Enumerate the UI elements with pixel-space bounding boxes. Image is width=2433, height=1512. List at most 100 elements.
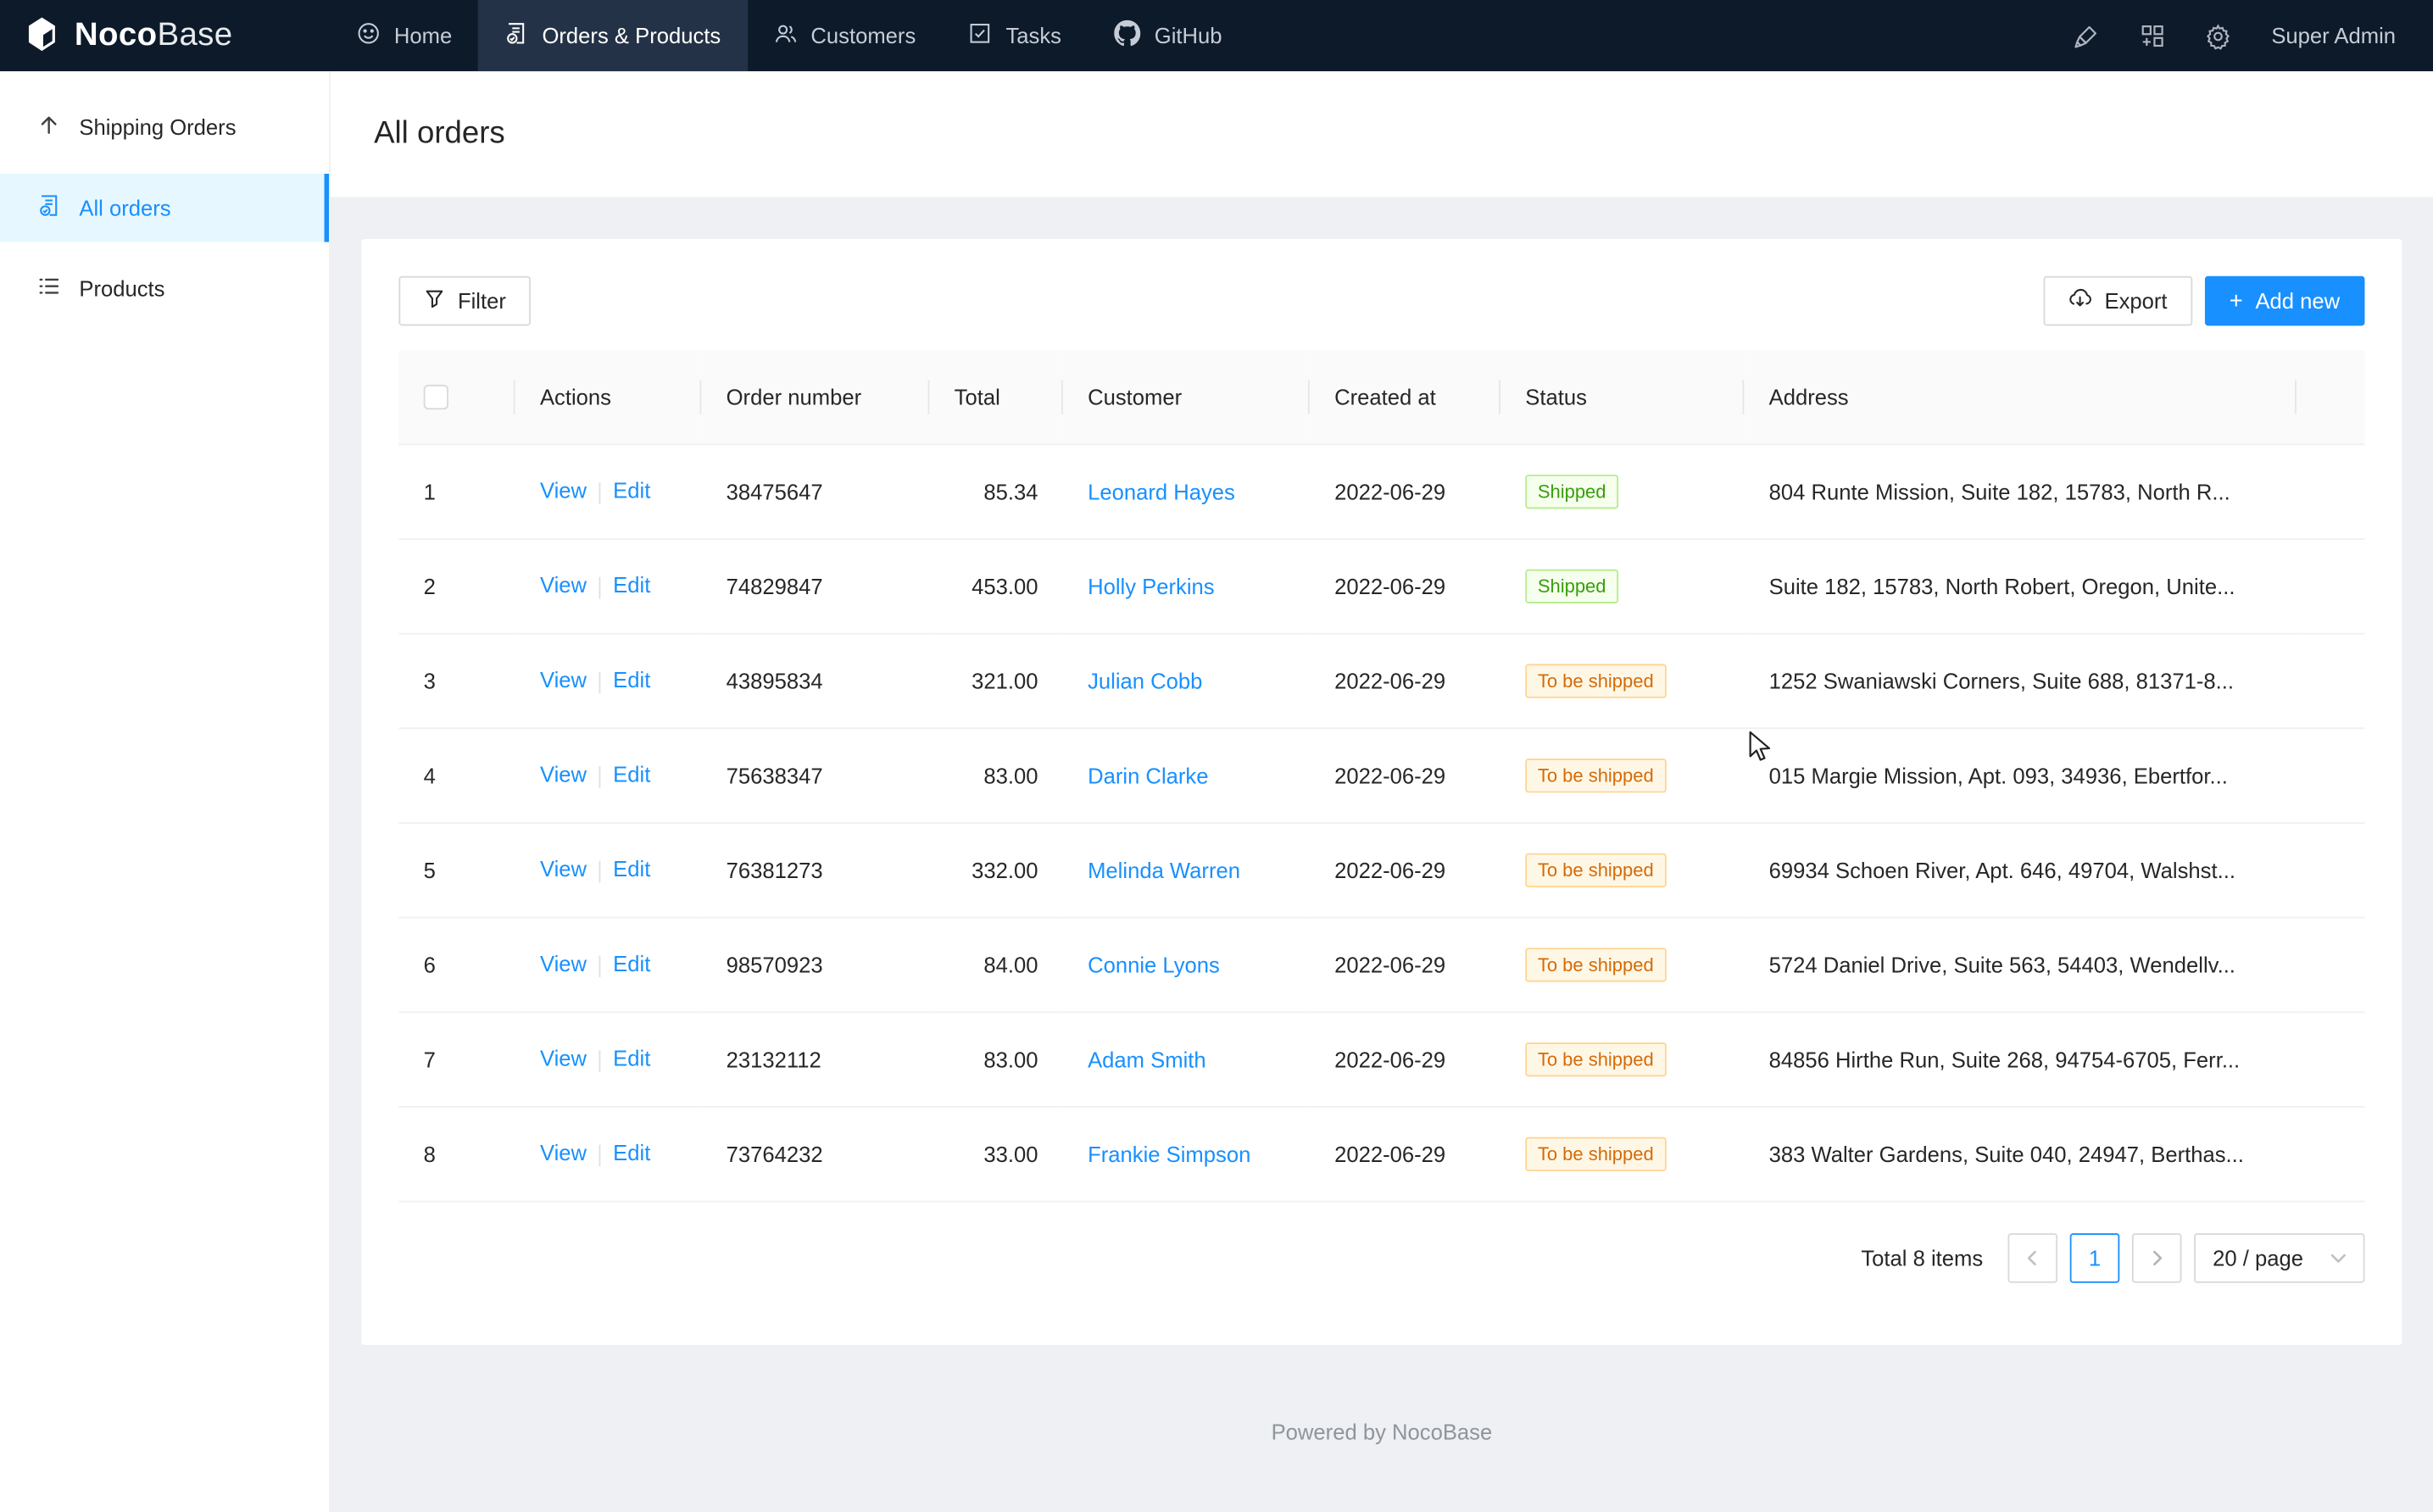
status-badge: To be shipped xyxy=(1525,1136,1667,1171)
nav-tab-tasks[interactable]: Tasks xyxy=(942,0,1088,71)
nav-tab-github[interactable]: GitHub xyxy=(1088,0,1249,71)
extra-cell xyxy=(2296,443,2365,540)
order-number-cell: 98570923 xyxy=(701,916,930,1013)
address-cell: 5724 Daniel Drive, Suite 563, 54403, Wen… xyxy=(1744,916,2297,1013)
nav-tab-home[interactable]: Home xyxy=(331,0,479,71)
view-link[interactable]: View xyxy=(539,478,587,503)
pagination-prev-button[interactable] xyxy=(2007,1232,2058,1282)
nav-tab-label: GitHub xyxy=(1154,23,1222,48)
user-menu[interactable]: Super Admin xyxy=(2271,23,2397,48)
status-badge: To be shipped xyxy=(1525,947,1667,981)
nav-tab-customers[interactable]: Customers xyxy=(747,0,942,71)
created-at-cell: 2022-06-29 xyxy=(1309,443,1500,540)
add-new-button[interactable]: + Add new xyxy=(2204,275,2365,326)
page-title: All orders xyxy=(374,116,505,151)
main-area: All orders Filter xyxy=(330,71,2433,1512)
edit-link[interactable]: Edit xyxy=(613,667,651,692)
customers-icon xyxy=(773,22,796,50)
address-cell: 1252 Swaniawski Corners, Suite 688, 8137… xyxy=(1744,632,2297,729)
customer-link[interactable]: Leonard Hayes xyxy=(1088,478,1235,503)
status-cell: To be shipped xyxy=(1500,822,1745,918)
row-index: 2 xyxy=(398,538,515,634)
export-button[interactable]: Export xyxy=(2044,275,2192,326)
filter-button[interactable]: Filter xyxy=(398,275,532,326)
sidebar-item-products[interactable]: Products xyxy=(0,254,329,323)
nav-tabs: Home Orders & Products Customers xyxy=(331,0,1249,72)
column-header-extra xyxy=(2296,350,2365,445)
nav-tab-orders-products[interactable]: Orders & Products xyxy=(478,0,748,72)
gear-icon[interactable] xyxy=(2205,23,2231,49)
customer-link[interactable]: Julian Cobb xyxy=(1088,667,1203,693)
sidebar-item-all-orders[interactable]: All orders xyxy=(0,173,330,242)
customer-link[interactable]: Frankie Simpson xyxy=(1088,1141,1251,1166)
sidebar-item-label: Shipping Orders xyxy=(79,114,237,140)
row-actions: View Edit xyxy=(515,538,702,634)
customer-link[interactable]: Melinda Warren xyxy=(1088,857,1240,882)
total-cell: 83.00 xyxy=(929,727,1063,824)
view-link[interactable]: View xyxy=(539,667,587,692)
address-cell: 804 Runte Mission, Suite 182, 15783, Nor… xyxy=(1744,443,2297,540)
extra-cell xyxy=(2296,1106,2365,1202)
page-size-value: 20 / page xyxy=(2213,1244,2303,1270)
filter-funnel-icon xyxy=(424,288,446,314)
total-cell: 83.00 xyxy=(929,1011,1063,1107)
view-link[interactable]: View xyxy=(539,573,587,598)
order-number-cell: 23132112 xyxy=(701,1011,930,1107)
edit-link[interactable]: Edit xyxy=(613,573,651,598)
plugin-blocks-icon[interactable] xyxy=(2140,23,2164,47)
smiley-icon xyxy=(357,22,380,50)
action-divider xyxy=(599,481,601,504)
row-index: 3 xyxy=(398,632,515,729)
footer: Powered by NocoBase xyxy=(1271,1418,1493,1444)
export-button-label: Export xyxy=(2104,288,2168,314)
customer-link[interactable]: Connie Lyons xyxy=(1088,951,1220,977)
edit-link[interactable]: Edit xyxy=(613,856,651,882)
customer-link[interactable]: Darin Clarke xyxy=(1088,762,1209,787)
view-link[interactable]: View xyxy=(539,762,587,787)
status-badge: To be shipped xyxy=(1525,758,1667,792)
customer-link[interactable]: Holly Perkins xyxy=(1088,573,1215,598)
edit-link[interactable]: Edit xyxy=(613,1046,651,1071)
row-index: 7 xyxy=(398,1011,515,1107)
highlighter-icon[interactable] xyxy=(2074,23,2099,48)
row-actions: View Edit xyxy=(515,916,702,1013)
row-index: 6 xyxy=(398,916,515,1013)
cloud-download-icon xyxy=(2068,287,2092,315)
edit-link[interactable]: Edit xyxy=(613,478,651,503)
column-header-address: Address xyxy=(1744,350,2297,445)
status-cell: To be shipped xyxy=(1500,916,1745,1013)
edit-link[interactable]: Edit xyxy=(613,1140,651,1166)
table-row: 5 View Edit 76381273 332.00 Melinda Warren 202… xyxy=(398,822,2365,918)
extra-cell xyxy=(2296,632,2365,729)
table-body: 1 View Edit 38475647 85.34 Leonard Hayes 2022-… xyxy=(398,443,2365,1202)
view-link[interactable]: View xyxy=(539,1046,587,1071)
pagination-next-button[interactable] xyxy=(2131,1232,2182,1282)
column-header-customer: Customer xyxy=(1062,350,1310,445)
status-badge: To be shipped xyxy=(1525,663,1667,698)
nocobase-logo[interactable]: NocoBase xyxy=(0,0,331,71)
customer-cell: Frankie Simpson xyxy=(1062,1106,1310,1202)
action-divider xyxy=(599,670,601,693)
nav-tab-label: Home xyxy=(393,23,453,48)
sidebar-item-shipping-orders[interactable]: Shipping Orders xyxy=(0,93,329,162)
view-link[interactable]: View xyxy=(539,951,587,976)
action-divider xyxy=(599,954,601,977)
customer-link[interactable]: Adam Smith xyxy=(1088,1046,1206,1071)
address-cell: 015 Margie Mission, Apt. 093, 34936, Ebe… xyxy=(1744,727,2297,824)
customer-cell: Holly Perkins xyxy=(1062,538,1310,634)
column-header-status: Status xyxy=(1500,350,1745,445)
orders-table: Actions Order number Total Customer Crea… xyxy=(398,350,2365,1202)
edit-link[interactable]: Edit xyxy=(613,951,651,976)
status-cell: To be shipped xyxy=(1500,727,1745,824)
created-at-cell: 2022-06-29 xyxy=(1309,727,1500,824)
total-cell: 453.00 xyxy=(929,538,1063,634)
page-size-select[interactable]: 20 / page xyxy=(2194,1232,2365,1282)
view-link[interactable]: View xyxy=(539,1140,587,1166)
logo-text: NocoBase xyxy=(74,17,233,53)
view-link[interactable]: View xyxy=(539,856,587,882)
content: Filter Export xyxy=(331,197,2433,1474)
pagination-page-1[interactable]: 1 xyxy=(2069,1232,2120,1282)
select-all-checkbox[interactable] xyxy=(423,385,448,410)
edit-link[interactable]: Edit xyxy=(613,762,651,787)
